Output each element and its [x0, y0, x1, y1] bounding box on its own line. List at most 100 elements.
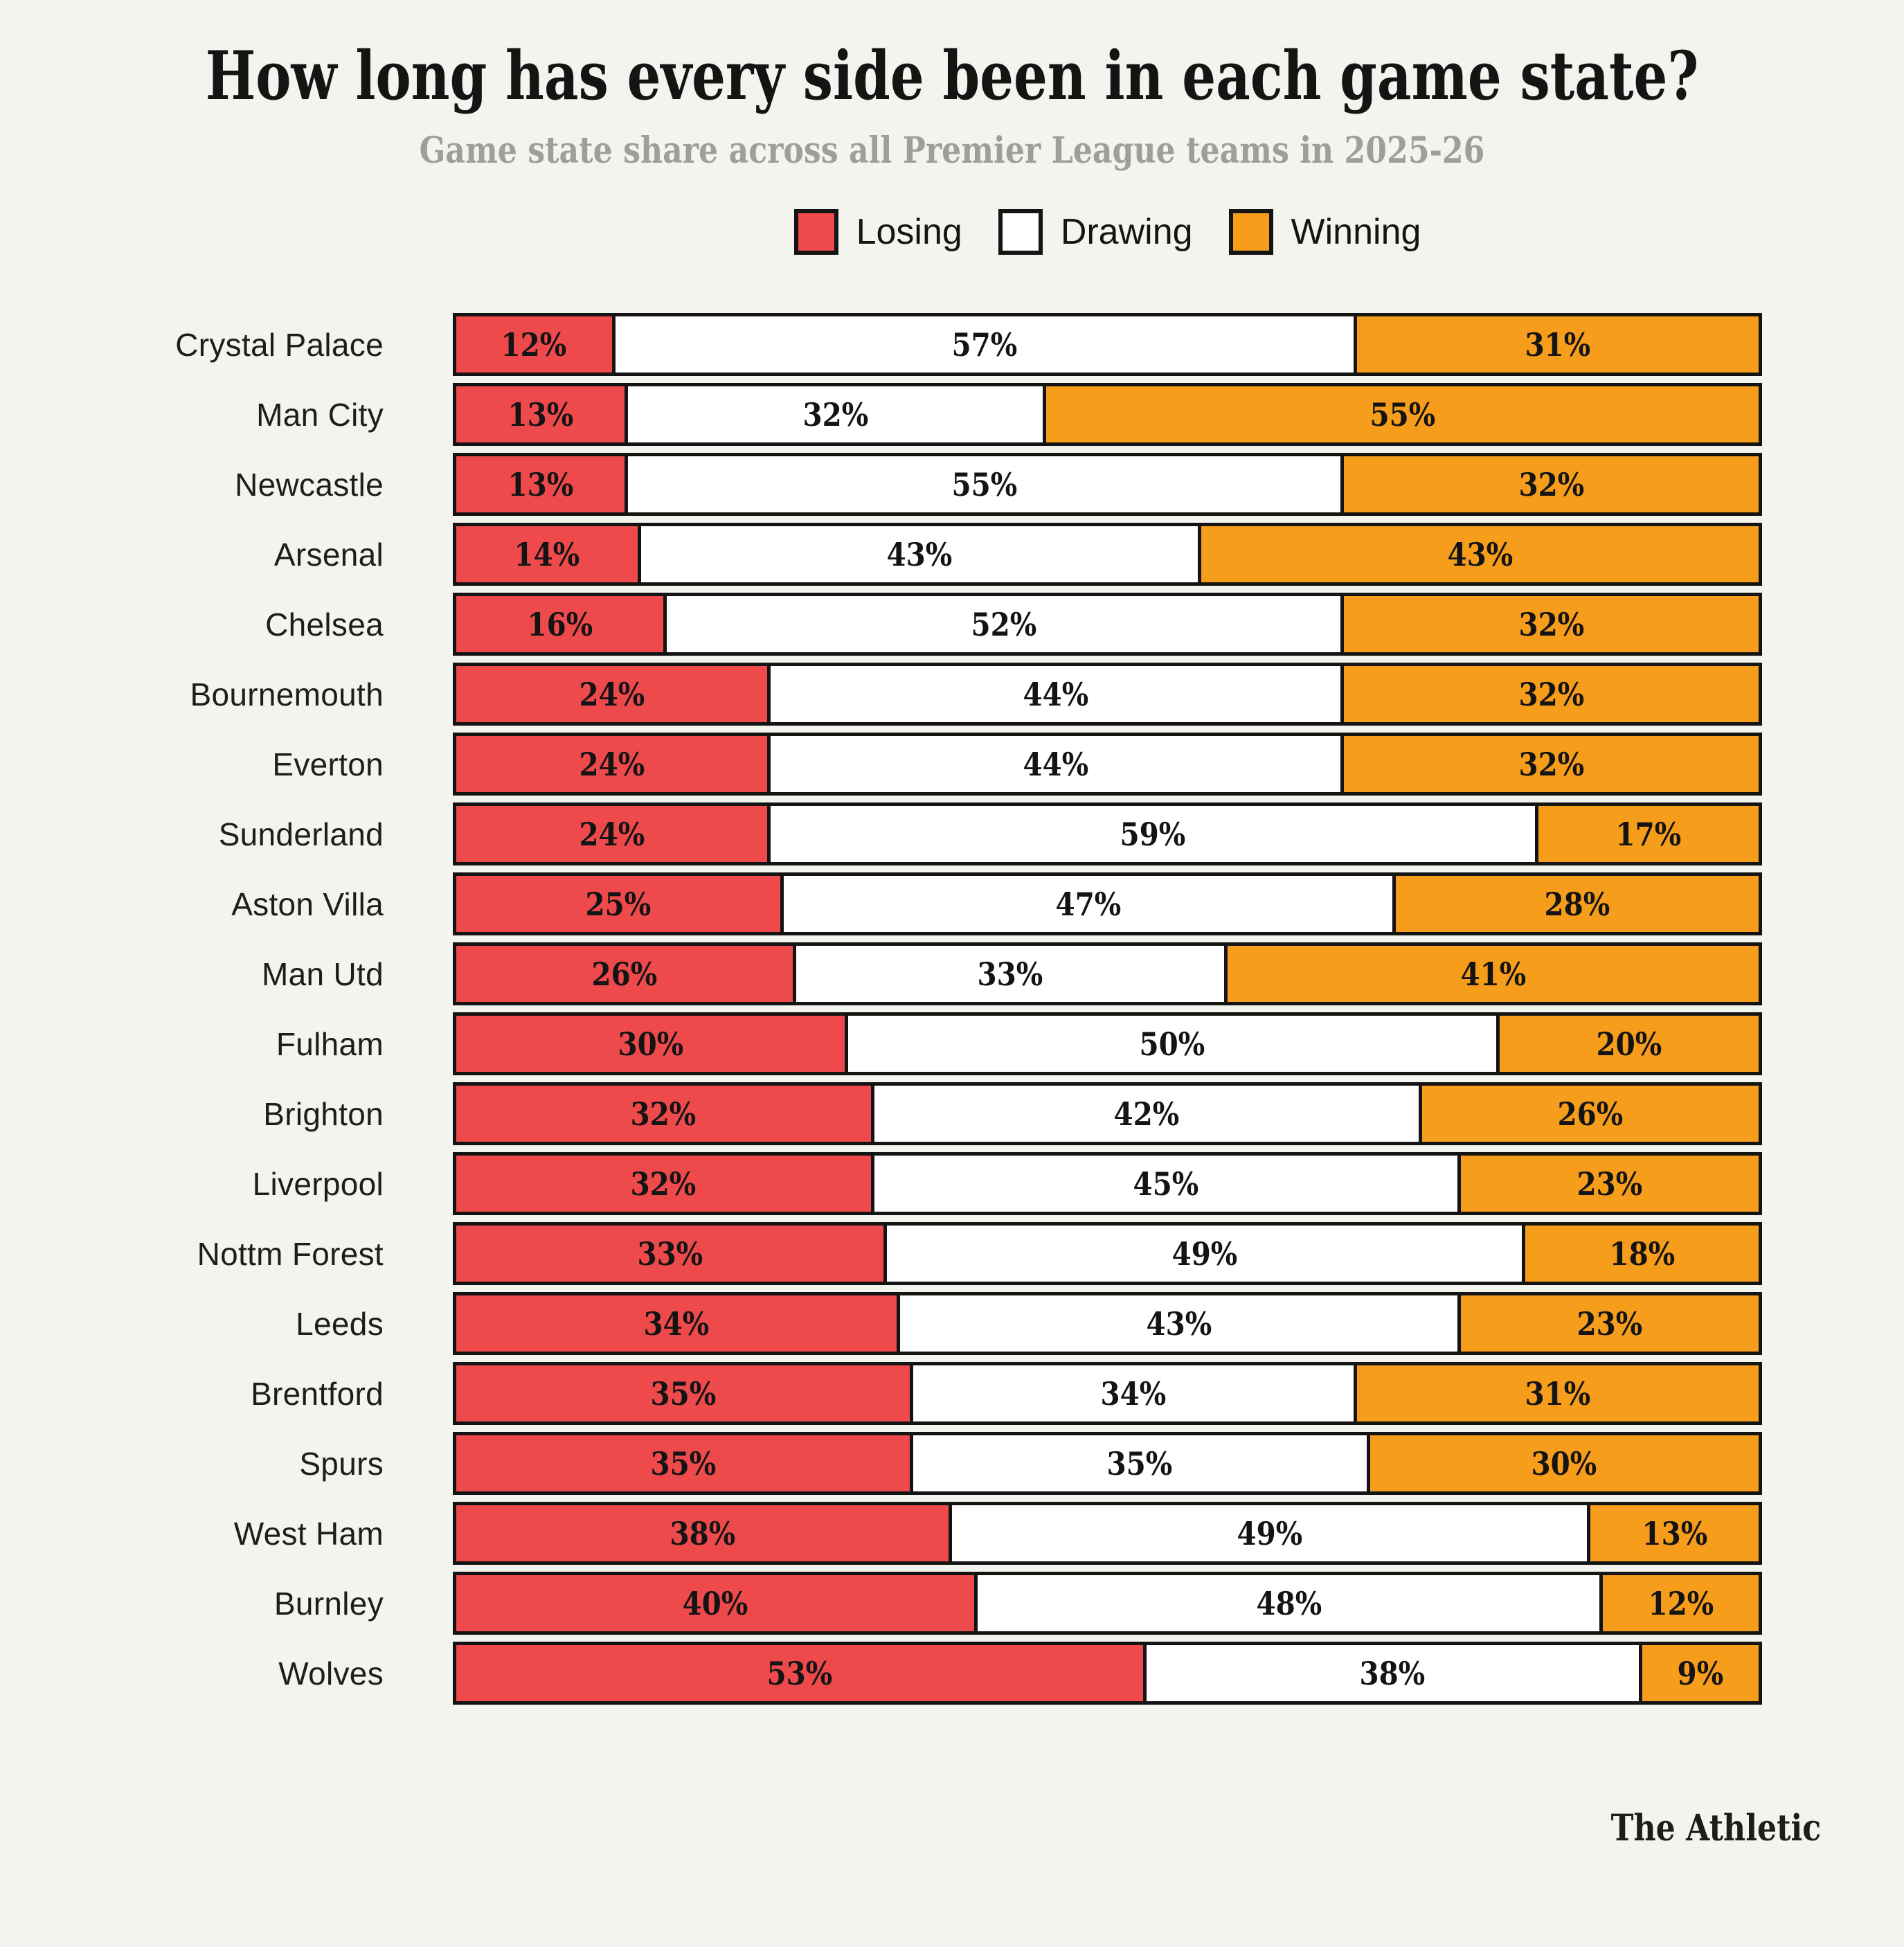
bar-segment-value: 24% [579, 815, 645, 853]
bar-segment-drawing: 49% [887, 1222, 1526, 1285]
bar-segment-losing: 24% [453, 663, 771, 726]
bar-segment-value: 32% [802, 395, 868, 433]
team-row: Brighton 32% 42% 26% [0, 1082, 1762, 1145]
stacked-bar: 14% 43% 43% [453, 523, 1762, 586]
team-label: Fulham [276, 1025, 384, 1062]
bar-segment-value: 32% [1518, 675, 1585, 713]
bar-segment-drawing: 38% [1146, 1642, 1642, 1705]
team-label: Nottm Forest [197, 1235, 384, 1272]
team-row: Bournemouth 24% 44% 32% [0, 663, 1762, 726]
bar-segment-value: 16% [527, 605, 593, 643]
team-row: Crystal Palace 12% 57% 31% [0, 313, 1762, 376]
bar-segment-value: 44% [1023, 745, 1089, 783]
stacked-bar: 34% 43% 23% [453, 1292, 1762, 1355]
team-row: Man City 13% 32% 55% [0, 383, 1762, 446]
bar-segment-value: 43% [1447, 535, 1514, 573]
bar-segment-value: 13% [508, 395, 574, 433]
bar-segment-value: 33% [977, 955, 1043, 993]
team-label: Wolves [278, 1655, 384, 1692]
bar-segment-losing: 53% [453, 1642, 1147, 1705]
bar-segment-value: 50% [1139, 1025, 1205, 1063]
bar-segment-drawing: 57% [615, 313, 1357, 376]
team-row: Newcastle 13% 55% 32% [0, 453, 1762, 516]
bar-segment-winning: 32% [1344, 593, 1762, 656]
bar-segment-winning: 20% [1499, 1012, 1762, 1075]
stacked-bar: 40% 48% 12% [453, 1572, 1762, 1635]
team-label: Chelsea [265, 606, 384, 643]
bar-segment-losing: 30% [453, 1012, 849, 1075]
stacked-bar: 30% 50% 20% [453, 1012, 1762, 1075]
game-state-chart: Crystal Palace 12% 57% 31% Man City 13% … [0, 313, 1904, 1705]
team-label: Brighton [263, 1095, 384, 1132]
bar-segment-value: 48% [1256, 1584, 1322, 1622]
bar-segment-losing: 35% [453, 1362, 913, 1425]
bar-segment-winning: 12% [1603, 1572, 1762, 1635]
legend-item-label: Drawing [1060, 212, 1193, 252]
bar-segment-winning: 43% [1201, 523, 1762, 586]
bar-segment-value: 35% [1106, 1444, 1173, 1482]
bar-segment-value: 31% [1525, 1374, 1591, 1412]
stacked-bar: 32% 42% 26% [453, 1082, 1762, 1145]
bar-segment-value: 13% [1641, 1514, 1707, 1552]
bar-segment-value: 43% [886, 535, 953, 573]
brand-wordmark: The Athletic [1610, 1807, 1821, 1849]
bar-segment-winning: 28% [1396, 872, 1762, 935]
team-row: Arsenal 14% 43% 43% [0, 523, 1762, 586]
bar-segment-winning: 55% [1045, 383, 1762, 446]
legend-item-label: Losing [856, 212, 962, 252]
bar-segment-value: 31% [1525, 325, 1591, 364]
legend-swatch-winning [1228, 209, 1273, 255]
bar-segment-drawing: 47% [783, 872, 1396, 935]
bar-segment-value: 38% [670, 1514, 735, 1552]
bar-segment-losing: 34% [453, 1292, 901, 1355]
bar-segment-value: 45% [1133, 1165, 1199, 1203]
bar-segment-drawing: 33% [796, 942, 1228, 1005]
bar-segment-losing: 24% [453, 802, 771, 865]
bar-segment-value: 23% [1577, 1304, 1643, 1343]
team-label: Aston Villa [231, 886, 384, 922]
team-row: Wolves 53% 38% 9% [0, 1642, 1762, 1705]
bar-segment-winning: 32% [1344, 733, 1762, 796]
bar-segment-losing: 40% [453, 1572, 978, 1635]
bar-segment-value: 18% [1609, 1235, 1676, 1273]
bar-segment-value: 32% [1518, 745, 1585, 783]
bar-segment-losing: 32% [453, 1082, 874, 1145]
bar-segment-drawing: 44% [771, 733, 1345, 796]
bar-segment-drawing: 42% [874, 1082, 1422, 1145]
bar-segment-winning: 13% [1590, 1502, 1763, 1565]
bar-segment-winning: 17% [1538, 802, 1762, 865]
team-label: Burnley [273, 1585, 384, 1622]
bar-segment-value: 14% [514, 535, 580, 573]
bar-segment-value: 32% [1518, 605, 1585, 643]
bar-segment-value: 26% [591, 955, 658, 993]
bar-segment-losing: 35% [453, 1432, 913, 1495]
team-row: Burnley 40% 48% 12% [0, 1572, 1762, 1635]
team-row: Brentford 35% 34% 31% [0, 1362, 1762, 1425]
bar-segment-value: 24% [579, 745, 645, 783]
team-label: Crystal Palace [175, 326, 384, 363]
bar-segment-value: 57% [951, 325, 1018, 364]
bar-segment-value: 12% [1648, 1584, 1714, 1622]
bar-segment-drawing: 50% [848, 1012, 1500, 1075]
stacked-bar: 13% 32% 55% [453, 383, 1762, 446]
legend-item: Losing [793, 209, 962, 255]
bar-segment-winning: 31% [1356, 1362, 1762, 1425]
bar-segment-value: 35% [650, 1374, 716, 1412]
bar-segment-value: 44% [1023, 675, 1089, 713]
bar-segment-winning: 26% [1421, 1082, 1762, 1145]
team-row: Leeds 34% 43% 23% [0, 1292, 1762, 1355]
bar-segment-value: 25% [585, 885, 652, 923]
bar-segment-losing: 24% [453, 733, 771, 796]
legend-item: Winning [1228, 209, 1421, 255]
stacked-bar: 25% 47% 28% [453, 872, 1762, 935]
bar-segment-winning: 31% [1356, 313, 1762, 376]
bar-segment-drawing: 44% [771, 663, 1345, 726]
stacked-bar: 26% 33% 41% [453, 942, 1762, 1005]
bar-segment-value: 41% [1460, 955, 1526, 993]
bar-segment-drawing: 35% [913, 1432, 1370, 1495]
bar-segment-drawing: 59% [771, 802, 1538, 865]
bar-segment-value: 49% [1236, 1514, 1302, 1552]
stacked-bar: 33% 49% 18% [453, 1222, 1763, 1285]
team-label: Sunderland [218, 816, 384, 852]
stacked-bar: 24% 44% 32% [453, 733, 1762, 796]
